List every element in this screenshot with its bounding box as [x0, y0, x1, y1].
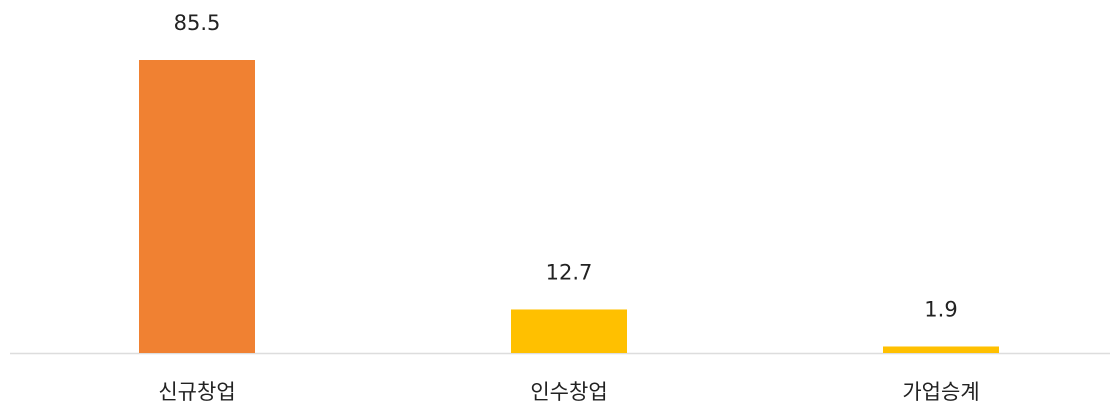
x-tick-label: 신규창업 — [158, 380, 235, 404]
bar — [883, 346, 999, 353]
value-label: 1.9 — [924, 297, 957, 321]
bar — [511, 309, 627, 353]
bar — [139, 60, 255, 353]
x-tick-label: 인수창업 — [530, 380, 607, 404]
value-label: 85.5 — [174, 11, 221, 35]
value-label: 12.7 — [546, 260, 593, 284]
x-tick-label: 가업승계 — [902, 380, 979, 404]
